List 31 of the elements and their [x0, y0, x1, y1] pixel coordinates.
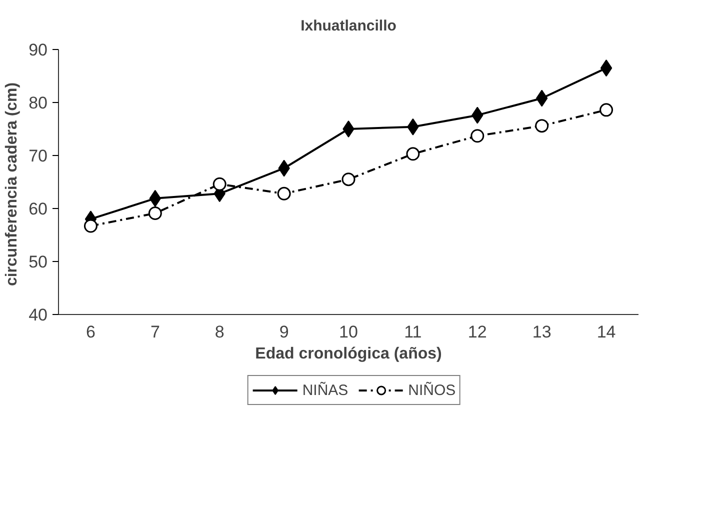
- x-tick-label: 12: [468, 322, 487, 342]
- legend-label: NIÑAS: [302, 382, 348, 398]
- point: [535, 119, 549, 133]
- x-tick-label: 9: [279, 322, 289, 342]
- point: [600, 103, 614, 117]
- point: [212, 177, 226, 191]
- y-tick-label: 50: [28, 252, 48, 272]
- point: [342, 120, 354, 138]
- x-tick-label: 14: [596, 322, 616, 342]
- point: [84, 219, 98, 233]
- chart-title: Ixhuatlancillo: [300, 18, 396, 34]
- y-tick-label: 80: [28, 94, 48, 112]
- y-axis-title: circunferencia cadera (cm): [4, 82, 21, 286]
- point: [342, 172, 356, 186]
- y-tick-label: 90: [28, 40, 48, 60]
- point: [470, 129, 484, 143]
- legend-label: NIÑOS: [408, 382, 456, 398]
- point: [277, 186, 291, 200]
- y-tick-label: 70: [28, 146, 48, 166]
- x-tick-label: 10: [339, 322, 358, 342]
- x-tick-label: 6: [86, 322, 96, 342]
- point: [406, 147, 420, 161]
- x-tick-label: 13: [532, 322, 552, 342]
- x-tick-label: 8: [214, 322, 224, 342]
- x-tick-label: 11: [404, 322, 422, 342]
- x-tick-label: 7: [150, 322, 160, 342]
- y-tick-label: 40: [28, 306, 48, 324]
- point: [600, 60, 612, 77]
- y-tick-label: 60: [28, 200, 48, 218]
- point: [148, 206, 162, 220]
- x-axis-title: Edad cronológica (años): [255, 346, 442, 362]
